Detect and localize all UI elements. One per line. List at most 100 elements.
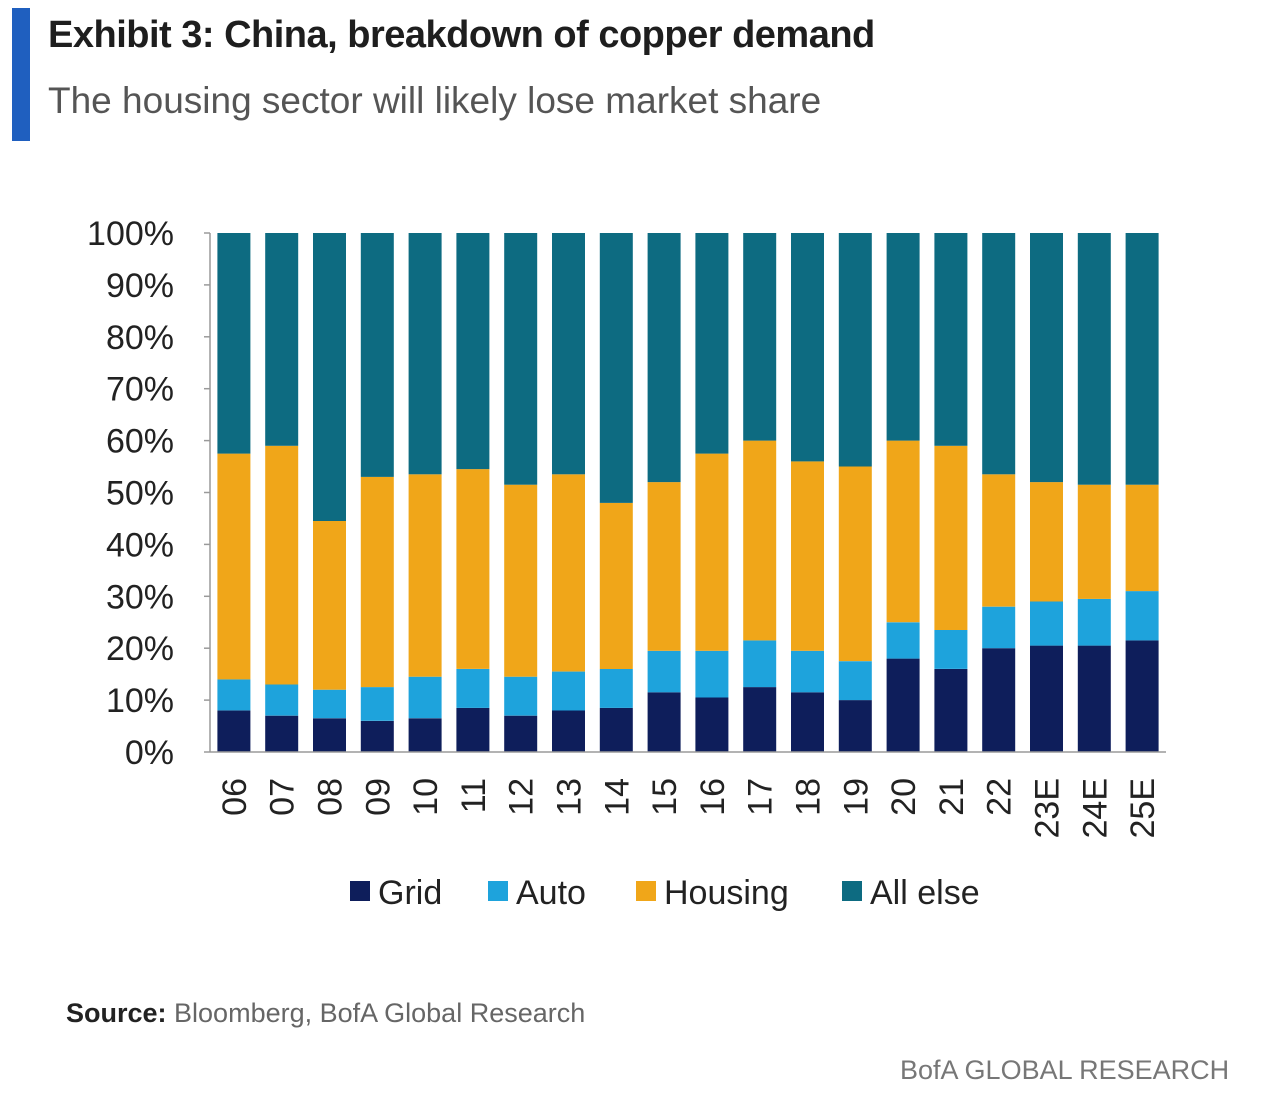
legend-label-all-else: All else: [870, 874, 980, 912]
x-tick-label-06: 06: [216, 778, 254, 816]
bar-grid-20: [886, 658, 920, 752]
bar-auto-20: [886, 622, 920, 659]
x-tick-label-09: 09: [359, 778, 397, 816]
x-axis: 06 07 08 09 10 11 12 13 14 15 16 17 18 19 20 21 22 23E 24E…: [210, 751, 1166, 839]
bar-housing-08: [313, 521, 346, 690]
bar-auto-09: [360, 687, 394, 721]
bar-housing-18: [791, 461, 824, 651]
y-tick-label: 80%: [106, 319, 174, 357]
y-tick-label: 50%: [106, 475, 174, 513]
legend-swatch-auto: [488, 881, 508, 901]
bar-auto-07: [265, 684, 299, 716]
bar-grid-16: [695, 697, 729, 752]
bar-housing-24E: [1077, 484, 1111, 599]
bar-all-else-17: [743, 233, 777, 441]
chart-legend: Grid Auto Housing All else: [350, 874, 980, 912]
y-tick-label: 20%: [106, 630, 174, 668]
bar-all-else-24E: [1077, 233, 1111, 485]
x-tick-label-24E: 24E: [1076, 778, 1114, 839]
bar-housing-25E: [1125, 484, 1159, 592]
x-tick-label-17: 17: [742, 778, 780, 816]
bar-auto-17: [743, 640, 777, 688]
bar-housing-16: [695, 453, 729, 651]
bar-grid-08: [313, 718, 346, 752]
bar-grid-19: [838, 700, 872, 752]
chart-subtitle: The housing sector will likely lose mark…: [48, 80, 822, 121]
brand-label: BofA GLOBAL RESEARCH: [900, 1055, 1230, 1085]
x-tick-label-11: 11: [455, 778, 493, 813]
bar-housing-17: [743, 440, 777, 641]
legend-label-housing: Housing: [664, 874, 789, 912]
x-tick-label-19: 19: [837, 778, 875, 816]
x-tick-label-15: 15: [646, 778, 684, 816]
bar-auto-23E: [1030, 601, 1063, 646]
bar-grid-24E: [1077, 645, 1111, 752]
bar-housing-13: [552, 474, 585, 672]
bar-all-else-16: [695, 233, 729, 454]
bar-all-else-14: [599, 233, 633, 503]
x-tick-label-25E: 25E: [1124, 778, 1162, 839]
x-tick-label-20: 20: [885, 778, 923, 816]
bar-auto-24E: [1077, 598, 1111, 646]
bar-all-else-19: [838, 233, 872, 467]
legend-swatch-all-else: [842, 881, 862, 901]
bar-all-else-13: [552, 233, 585, 475]
bar-housing-22: [982, 474, 1016, 607]
bar-auto-06: [217, 679, 251, 711]
legend-label-auto: Auto: [516, 874, 586, 912]
y-tick-label: 40%: [106, 526, 174, 564]
source-text: Bloomberg, BofA Global Research: [166, 998, 586, 1028]
legend-label-grid: Grid: [378, 874, 442, 912]
bar-housing-09: [360, 476, 394, 688]
bar-grid-12: [504, 715, 538, 752]
bar-all-else-20: [886, 233, 920, 441]
y-tick-label: 60%: [106, 423, 174, 461]
bar-all-else-09: [360, 233, 394, 477]
x-tick-label-21: 21: [933, 778, 971, 816]
bar-housing-23E: [1030, 482, 1063, 602]
bar-auto-12: [504, 676, 538, 716]
x-tick-label-22: 22: [981, 778, 1019, 816]
x-tick-label-18: 18: [790, 778, 828, 816]
bar-housing-14: [599, 502, 633, 669]
bar-auto-22: [982, 606, 1016, 649]
bar-auto-19: [838, 661, 872, 701]
bar-grid-17: [743, 687, 777, 752]
bar-grid-22: [982, 648, 1016, 752]
bar-all-else-10: [408, 233, 442, 475]
bar-grid-14: [599, 707, 633, 752]
bar-grid-13: [552, 710, 585, 752]
x-tick-label-16: 16: [694, 778, 732, 816]
bar-auto-11: [456, 669, 490, 708]
y-tick-label: 90%: [106, 267, 174, 305]
x-tick-label-08: 08: [312, 778, 350, 816]
bar-grid-07: [265, 715, 299, 752]
bar-housing-12: [504, 484, 538, 677]
bars-group: [217, 233, 1159, 752]
y-tick-label: 0%: [125, 734, 174, 772]
y-tick-label: 30%: [106, 578, 174, 616]
x-tick-label-12: 12: [503, 778, 541, 816]
bar-auto-21: [934, 630, 968, 669]
y-axis: 0% 10% 20% 30% 40% 50% 60% 70% 80% 90% 100%: [87, 215, 211, 772]
bar-auto-13: [552, 671, 585, 711]
y-tick-label: 10%: [106, 682, 174, 720]
legend-swatch-grid: [350, 881, 370, 901]
bar-all-else-12: [504, 233, 538, 485]
legend-swatch-housing: [636, 881, 656, 901]
bar-grid-21: [934, 669, 968, 752]
chart-title: Exhibit 3: China, breakdown of copper de…: [48, 14, 875, 56]
source-label: Source:: [66, 998, 167, 1028]
bar-all-else-15: [647, 233, 681, 483]
bar-auto-18: [791, 650, 824, 693]
bar-grid-15: [647, 692, 681, 752]
bar-all-else-07: [265, 233, 299, 446]
bar-auto-15: [647, 650, 681, 693]
bar-housing-15: [647, 482, 681, 651]
bar-housing-06: [217, 453, 251, 680]
bar-auto-10: [408, 676, 442, 719]
bar-grid-10: [408, 718, 442, 752]
x-tick-label-13: 13: [551, 778, 589, 816]
y-tick-label: 100%: [87, 215, 174, 253]
